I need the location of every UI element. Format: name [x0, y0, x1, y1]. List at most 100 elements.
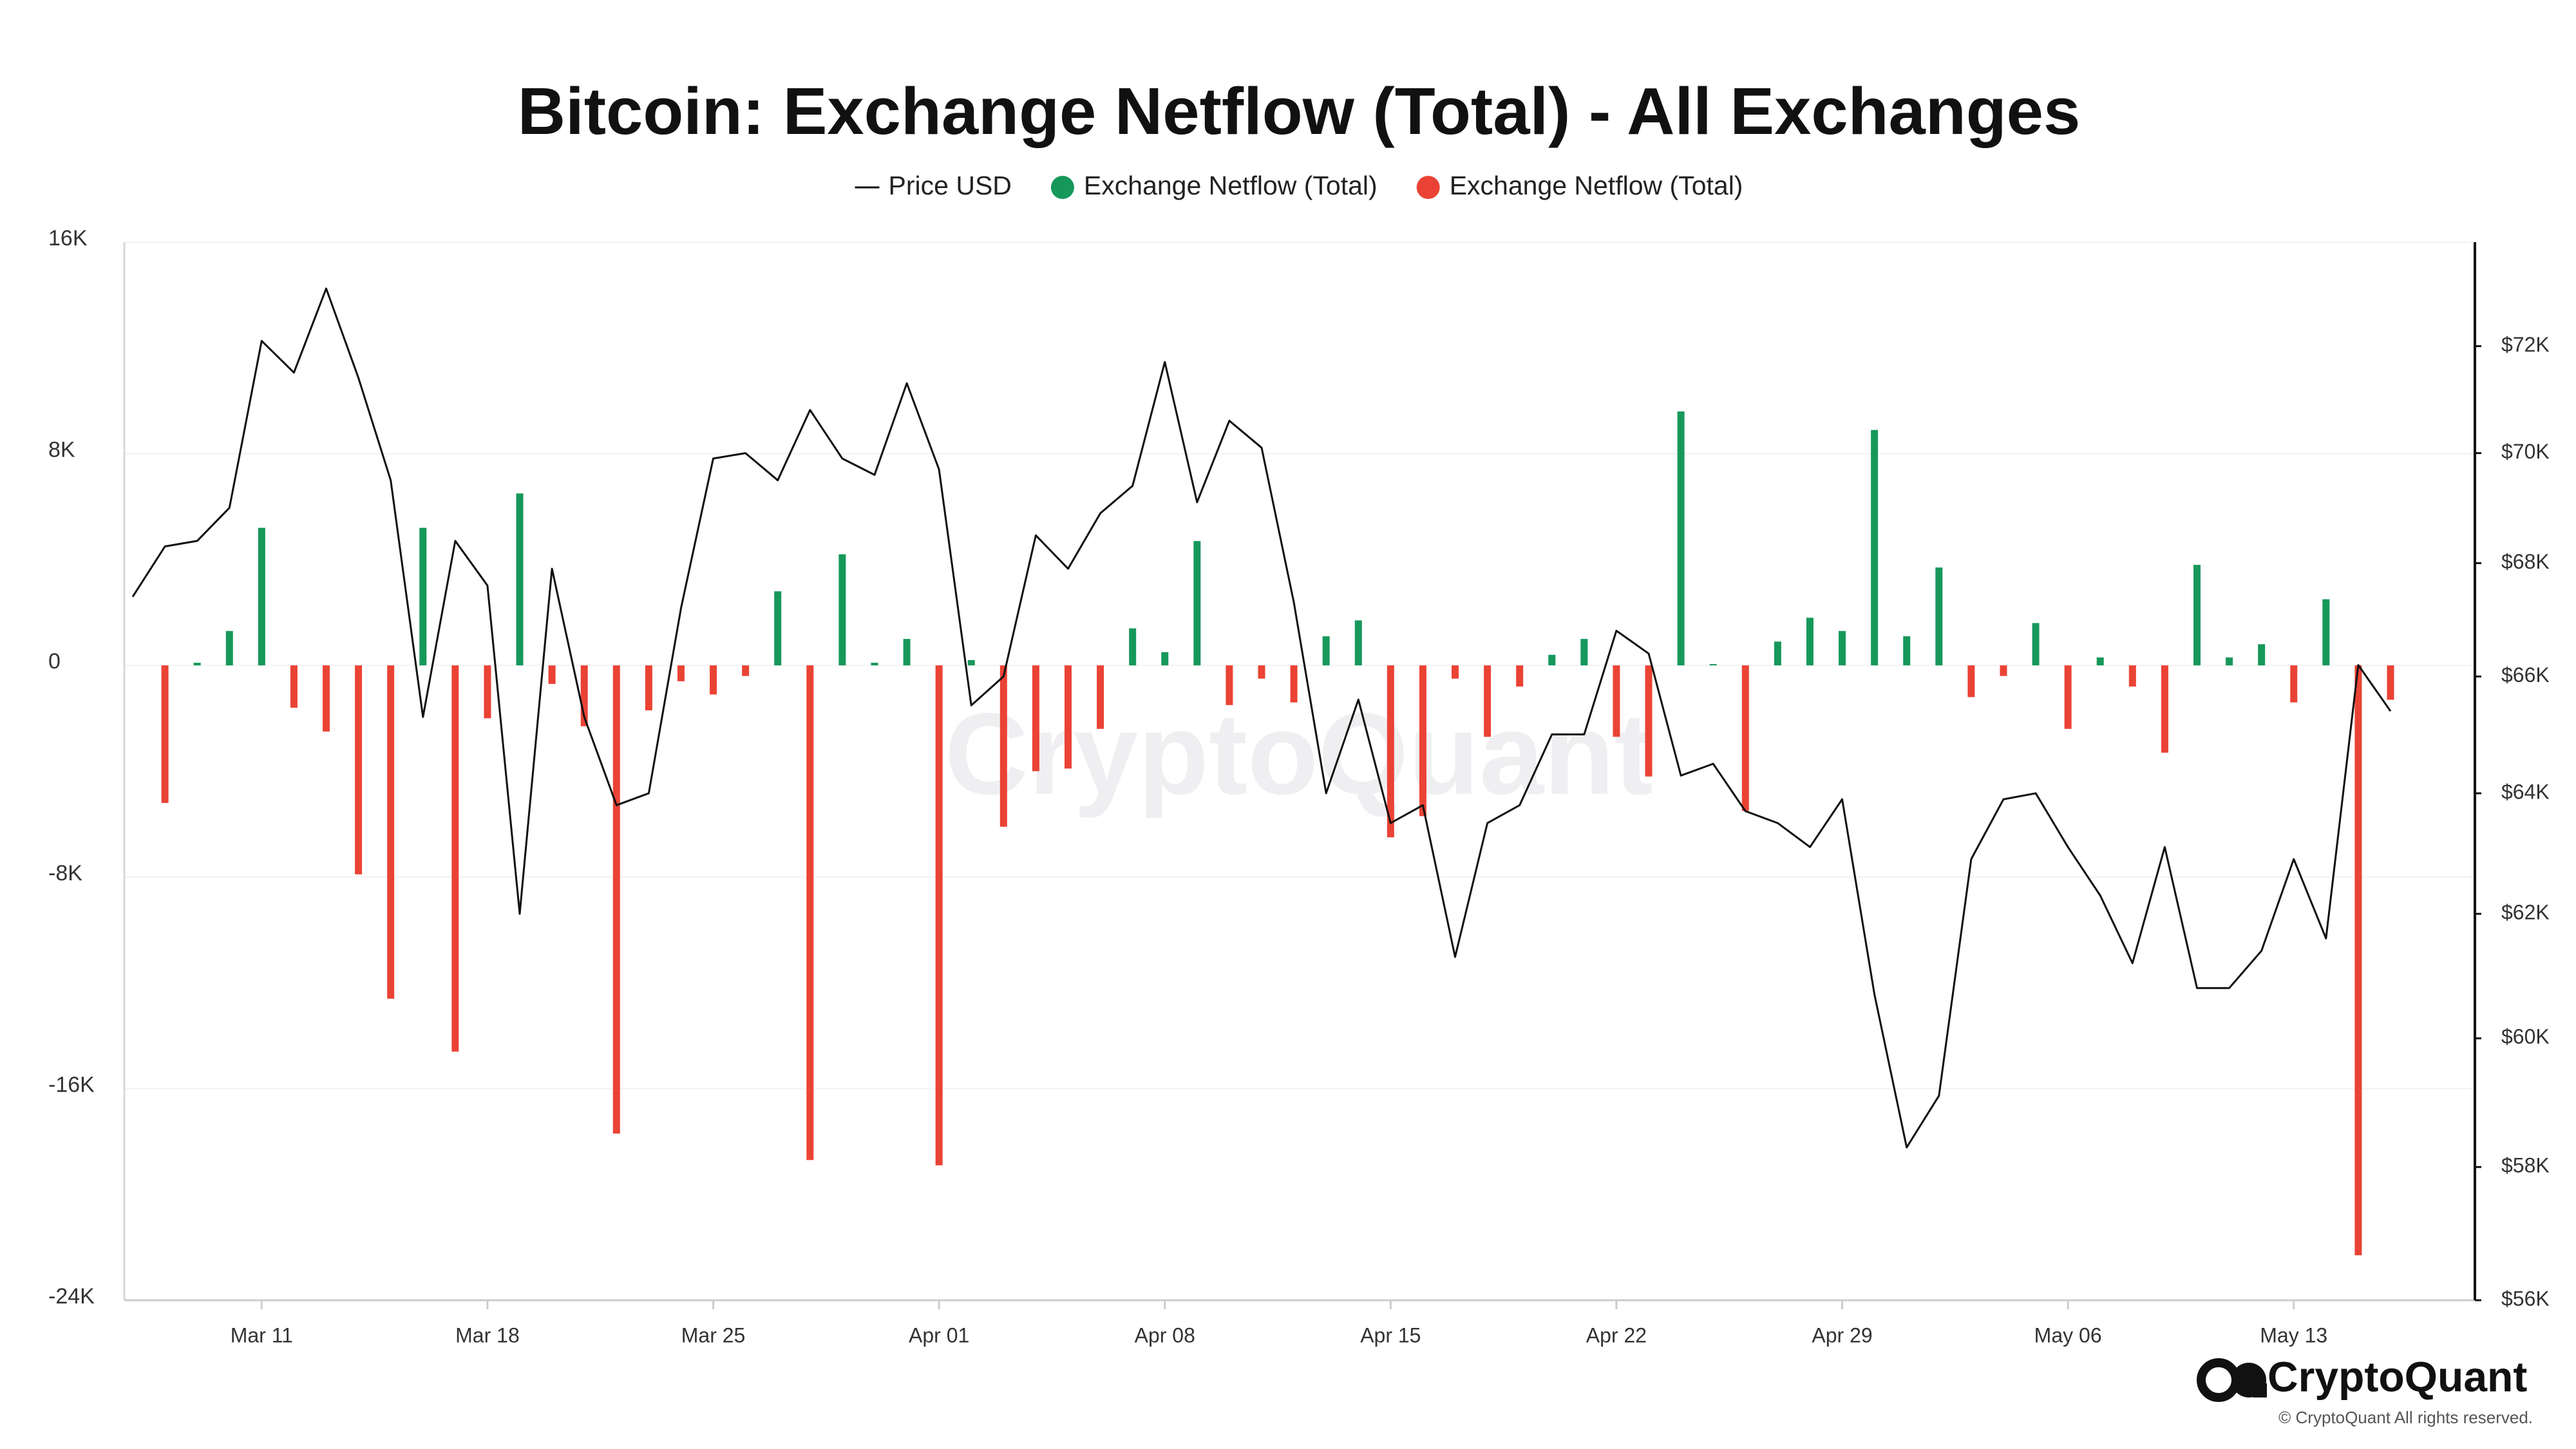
bar	[290, 665, 298, 708]
bar	[2354, 665, 2362, 1256]
bar	[355, 665, 363, 875]
bar	[1871, 430, 1879, 666]
bar	[2064, 665, 2072, 729]
price-line	[131, 287, 2392, 1149]
x-tick-label: Apr 29	[1812, 1323, 1872, 1347]
bar	[1967, 665, 1975, 697]
legend-symbol	[1050, 176, 1074, 199]
bar	[2290, 665, 2298, 703]
y2-tick-label: $64K	[2501, 780, 2550, 803]
bar	[1903, 636, 1911, 666]
bar	[1064, 665, 1072, 769]
bar	[967, 659, 975, 666]
bar	[323, 665, 330, 732]
bar	[1806, 618, 1814, 666]
bar	[1161, 652, 1169, 666]
bar	[516, 493, 524, 666]
x-tick-label: Apr 01	[909, 1323, 969, 1347]
y-tick-label: -8K	[48, 861, 82, 886]
bar	[548, 665, 556, 684]
bar	[484, 665, 491, 719]
chart-title: Bitcoin: Exchange Netflow (Total) - All …	[518, 74, 2081, 148]
bar	[1774, 641, 1781, 666]
bar	[710, 665, 717, 695]
bar	[903, 639, 911, 666]
bar	[1419, 665, 1426, 817]
bar	[2096, 657, 2104, 666]
watermark: CryptoQuant	[945, 690, 1653, 819]
bar	[2258, 644, 2266, 666]
bar	[387, 665, 395, 999]
x-tick-label: May 13	[2260, 1323, 2327, 1347]
y2-tick-label: $66K	[2501, 663, 2550, 687]
bar	[1709, 664, 1717, 666]
bar	[742, 665, 750, 676]
bar	[451, 665, 459, 1052]
y2-tick-label: $70K	[2501, 440, 2550, 463]
bar	[1645, 665, 1653, 777]
bar	[2387, 665, 2394, 700]
bar	[2193, 565, 2201, 666]
bar	[1839, 630, 1846, 666]
bar	[1258, 665, 1265, 679]
bar	[419, 527, 427, 666]
bar	[1613, 665, 1620, 737]
bar	[838, 554, 846, 666]
logo-icon	[2197, 1358, 2267, 1402]
bar	[1032, 665, 1039, 772]
bar	[1484, 665, 1492, 737]
legend-label[interactable]: Exchange Netflow (Total)	[1450, 171, 1743, 200]
x-tick-label: Mar 25	[681, 1323, 746, 1347]
bar	[193, 663, 201, 666]
legend: Price USD Exchange Netflow (Total) Exchang…	[855, 171, 1743, 200]
legend-label[interactable]: Exchange Netflow (Total)	[1084, 171, 1378, 200]
bar	[774, 591, 782, 666]
y-tick-label: -24K	[48, 1284, 95, 1309]
x-tick-label: Apr 15	[1360, 1323, 1421, 1347]
bar	[2161, 665, 2168, 753]
y-tick-label: 8K	[48, 438, 75, 462]
bar	[1387, 665, 1394, 838]
bar	[1741, 665, 1749, 811]
legend-label[interactable]: Price USD	[889, 171, 1012, 200]
bar	[2226, 657, 2233, 666]
y2-tick-label: $56K	[2501, 1287, 2550, 1310]
y2-tick-label: $72K	[2501, 333, 2550, 356]
bar	[258, 527, 265, 666]
x-tick-label: Apr 08	[1135, 1323, 1195, 1347]
bar	[871, 663, 878, 666]
x-tick-label: Apr 22	[1586, 1323, 1647, 1347]
bar	[2032, 623, 2040, 666]
bar	[580, 665, 588, 726]
bar	[2000, 665, 2007, 676]
bar	[677, 665, 685, 681]
bar	[645, 665, 652, 711]
bar	[806, 665, 814, 1160]
x-tick-label: Mar 11	[231, 1323, 293, 1347]
bar	[1677, 411, 1685, 666]
x-tick-label: Mar 18	[455, 1323, 520, 1347]
bar	[999, 665, 1007, 827]
bar	[161, 665, 169, 803]
bar	[2322, 599, 2330, 666]
bar	[1935, 567, 1943, 666]
bar	[1226, 665, 1233, 705]
bar	[1354, 620, 1362, 666]
bar	[1290, 665, 1298, 703]
legend-symbol	[1416, 176, 1440, 199]
bar	[1548, 654, 1556, 666]
y-tick-label: 16K	[48, 226, 88, 251]
y2-tick-label: $60K	[2501, 1025, 2550, 1048]
x-tick-label: May 06	[2034, 1323, 2102, 1347]
bar	[1452, 665, 1459, 679]
y2-tick-label: $68K	[2501, 550, 2550, 573]
bar	[1516, 665, 1524, 687]
bar	[1129, 628, 1137, 666]
y2-tick-label: $62K	[2501, 900, 2550, 923]
bar	[1580, 639, 1588, 666]
bar	[1097, 665, 1104, 729]
bar	[2128, 665, 2136, 687]
y-tick-label: -16K	[48, 1072, 95, 1097]
